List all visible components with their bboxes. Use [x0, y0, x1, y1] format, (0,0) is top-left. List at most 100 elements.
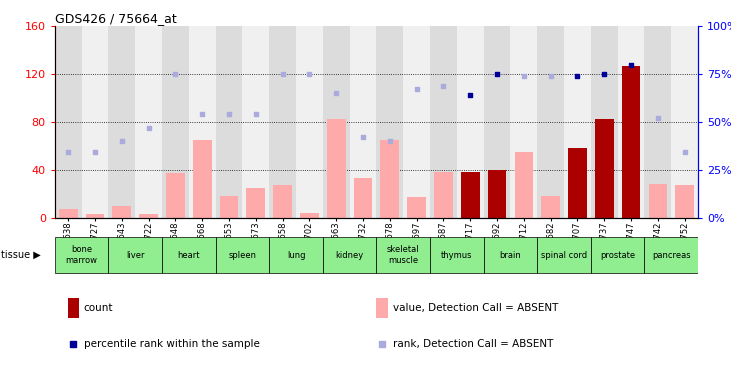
Text: brain: brain	[499, 251, 521, 260]
Bar	[488, 170, 507, 217]
Bar	[166, 173, 185, 217]
Point	[518, 73, 530, 79]
Bar	[55, 237, 108, 273]
Text: spinal cord: spinal cord	[541, 251, 587, 260]
Text: pancreas: pancreas	[652, 251, 691, 260]
Point	[491, 71, 503, 77]
Bar	[162, 26, 189, 218]
Bar	[618, 26, 645, 218]
Text: prostate: prostate	[600, 251, 635, 260]
Bar	[675, 185, 694, 218]
Bar	[269, 237, 323, 273]
Bar	[621, 66, 640, 218]
Text: rank, Detection Call = ABSENT: rank, Detection Call = ABSENT	[393, 339, 553, 350]
Text: thymus: thymus	[441, 251, 473, 260]
Point	[223, 111, 235, 117]
Bar	[86, 214, 105, 217]
Bar	[58, 209, 77, 218]
Bar	[407, 197, 426, 217]
Bar	[108, 26, 135, 218]
Point	[170, 71, 181, 77]
Bar	[595, 120, 613, 218]
Bar	[135, 26, 162, 218]
Point	[143, 124, 154, 130]
Text: percentile rank within the sample: percentile rank within the sample	[84, 339, 260, 350]
Point	[250, 111, 262, 117]
Bar	[376, 237, 430, 273]
Bar	[430, 237, 484, 273]
Point	[303, 71, 315, 77]
Bar	[243, 26, 269, 218]
Bar	[162, 237, 216, 273]
Point	[384, 138, 395, 144]
Text: bone
marrow: bone marrow	[66, 245, 98, 265]
Bar	[648, 184, 667, 218]
Bar	[139, 214, 158, 217]
Text: liver: liver	[126, 251, 145, 260]
Bar	[591, 237, 645, 273]
Point	[679, 150, 691, 156]
Bar	[404, 26, 430, 218]
Bar	[82, 26, 108, 218]
Bar	[349, 26, 376, 218]
Text: spleen: spleen	[229, 251, 257, 260]
Point	[572, 73, 583, 79]
Bar	[645, 237, 698, 273]
Bar	[376, 298, 388, 318]
Text: kidney: kidney	[336, 251, 364, 260]
Text: count: count	[84, 303, 113, 313]
Bar	[564, 26, 591, 218]
Bar	[216, 26, 243, 218]
Point	[625, 62, 637, 68]
Bar	[323, 26, 349, 218]
Point	[197, 111, 208, 117]
Bar	[296, 26, 323, 218]
Point	[62, 150, 74, 156]
Bar	[354, 178, 372, 218]
Bar	[484, 26, 510, 218]
Bar	[300, 213, 319, 217]
Bar	[591, 26, 618, 218]
Bar	[376, 26, 404, 218]
Point	[330, 90, 342, 96]
Point	[89, 150, 101, 156]
Point	[438, 82, 450, 88]
Bar	[537, 237, 591, 273]
Bar	[55, 26, 82, 218]
Point	[599, 71, 610, 77]
Bar	[671, 26, 698, 218]
Bar	[193, 140, 212, 218]
Bar	[113, 206, 132, 218]
Point	[545, 73, 556, 79]
Point	[68, 341, 80, 347]
Bar	[68, 298, 79, 318]
Bar	[246, 188, 265, 218]
Point	[376, 341, 388, 347]
Bar	[537, 26, 564, 218]
Point	[464, 92, 476, 98]
Bar	[380, 140, 399, 218]
Bar	[216, 237, 269, 273]
Text: heart: heart	[178, 251, 200, 260]
Bar	[457, 26, 484, 218]
Text: tissue ▶: tissue ▶	[1, 250, 41, 260]
Bar	[273, 185, 292, 218]
Bar	[323, 237, 376, 273]
Text: value, Detection Call = ABSENT: value, Detection Call = ABSENT	[393, 303, 558, 313]
Bar	[510, 26, 537, 218]
Point	[411, 86, 423, 92]
Point	[116, 138, 128, 144]
Bar	[269, 26, 296, 218]
Text: lung: lung	[287, 251, 306, 260]
Bar	[327, 120, 346, 218]
Point	[277, 71, 289, 77]
Bar	[515, 152, 533, 217]
Bar	[541, 196, 560, 217]
Bar	[568, 148, 587, 217]
Bar	[645, 26, 671, 218]
Bar	[484, 237, 537, 273]
Bar	[461, 172, 480, 217]
Bar	[108, 237, 162, 273]
Text: skeletal
muscle: skeletal muscle	[387, 245, 420, 265]
Point	[652, 115, 664, 121]
